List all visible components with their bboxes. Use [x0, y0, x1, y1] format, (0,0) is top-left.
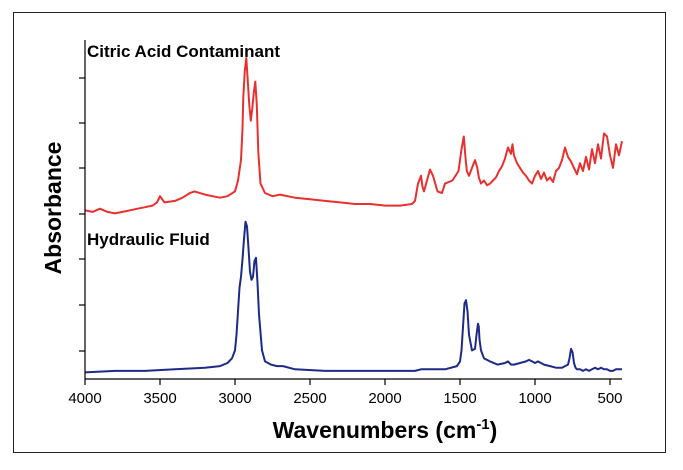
- axes-layer: [84, 40, 622, 380]
- x-tick-label-6: 1000: [518, 390, 551, 407]
- series-line-0: [84, 57, 623, 215]
- y-ticks: [79, 77, 85, 352]
- series-layer: [84, 57, 623, 374]
- series-line-1: [84, 220, 622, 374]
- trace-label-citric: Citric Acid Contaminant: [87, 42, 280, 61]
- trace-label-hydraulic: Hydraulic Fluid: [87, 230, 210, 249]
- y-axis-title: Absorbance: [40, 142, 66, 275]
- x-tick-label-1: 3500: [143, 390, 176, 407]
- figure-frame: [13, 12, 666, 453]
- x-tick-label-7: 500: [597, 390, 622, 407]
- x-axis-title: Wavenumbers (cm-1): [273, 416, 498, 443]
- x-tick-label-5: 1500: [443, 390, 476, 407]
- x-ticks: 4000 3500 3000 2500 2000 1500 1000 500: [68, 379, 623, 407]
- x-tick-label-3: 2500: [293, 390, 326, 407]
- x-tick-label-4: 2000: [368, 390, 401, 407]
- x-tick-label-2: 3000: [218, 390, 251, 407]
- x-tick-label-0: 4000: [68, 390, 101, 407]
